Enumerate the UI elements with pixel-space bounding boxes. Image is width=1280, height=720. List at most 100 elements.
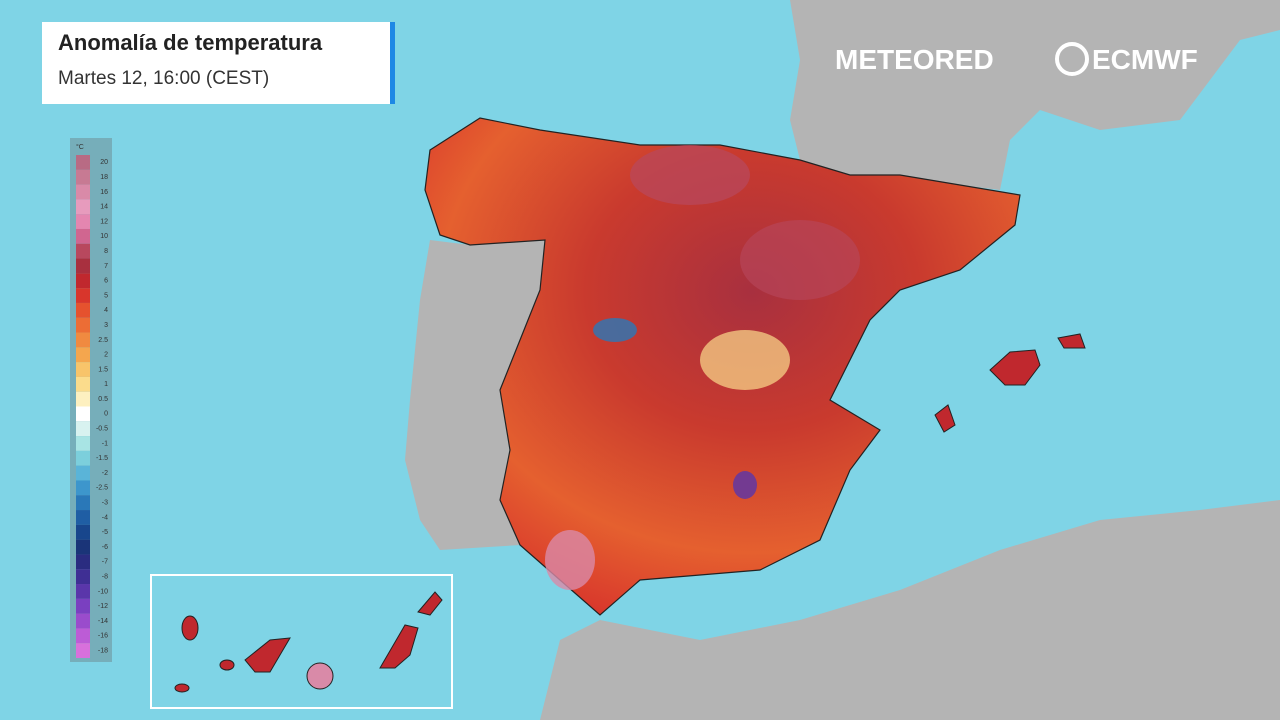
island: [417, 591, 443, 616]
legend-swatch: [76, 613, 90, 629]
legend-label: 2.5: [98, 337, 108, 344]
legend-label: 14: [100, 204, 108, 211]
legend-swatch: [76, 628, 90, 644]
legend-label: 20: [100, 159, 108, 166]
island: [174, 683, 190, 693]
legend-label: -3: [102, 500, 108, 507]
hot-area: [630, 145, 750, 205]
legend-label: -1.5: [96, 455, 108, 462]
canarias-inset: [150, 574, 453, 709]
legend-swatch: [76, 332, 90, 348]
brand-icon: [1055, 42, 1089, 76]
island: [244, 637, 291, 673]
legend-swatch: [76, 643, 90, 658]
legend-label: 4: [104, 307, 108, 314]
legend-swatch: [76, 421, 90, 437]
legend-swatch: [76, 228, 90, 244]
canarias: [174, 591, 443, 693]
legend-label: -4: [102, 514, 108, 521]
legend-label: 1.5: [98, 366, 108, 373]
title-box: [42, 22, 394, 104]
cool-area: [593, 318, 637, 342]
legend-swatch: [76, 376, 90, 392]
title: Anomalía de temperatura: [58, 30, 323, 55]
brand: ECMWF: [1092, 44, 1198, 75]
legend-label: 12: [100, 218, 108, 225]
legend-label: 7: [104, 263, 108, 270]
legend-swatch: [76, 569, 90, 585]
legend-swatch: [76, 436, 90, 451]
legend-label: -10: [98, 588, 108, 595]
legend-unit: °C: [76, 143, 84, 151]
legend-swatch: [76, 480, 90, 496]
legend-swatch: [76, 214, 90, 229]
island: [219, 659, 235, 671]
legend-swatch: [76, 510, 90, 525]
legend-label: 3: [104, 322, 108, 329]
legend-label: 5: [104, 292, 108, 299]
hot-area: [545, 530, 595, 590]
legend-label: -18: [98, 647, 108, 654]
legend-swatch: [76, 302, 90, 318]
africa: [540, 500, 1280, 720]
legend-swatch: [76, 598, 90, 614]
legend-label: 6: [104, 278, 108, 285]
legend-swatch: [76, 465, 90, 481]
legend-swatch: [76, 554, 90, 570]
legend-label: -14: [98, 618, 108, 625]
legend-label: 2: [104, 352, 108, 359]
legend-swatch: [76, 199, 90, 215]
legend-label: -2: [102, 470, 108, 477]
legend-label: 16: [100, 189, 108, 196]
legend-swatch: [76, 273, 90, 289]
legend-label: -6: [102, 544, 108, 551]
legend-label: -1: [102, 440, 108, 447]
legend-swatch: [76, 184, 90, 200]
legend-swatch: [76, 258, 90, 274]
legend-swatch: [76, 155, 90, 170]
legend-swatch: [76, 450, 90, 466]
legend-label: 0: [104, 411, 108, 418]
title-accent: [390, 22, 395, 104]
legend-label: 18: [100, 174, 108, 181]
legend-label: 10: [100, 233, 108, 240]
legend-swatch: [76, 317, 90, 333]
legend-label: -7: [102, 559, 108, 566]
legend-label: 8: [104, 248, 108, 255]
legend-swatch: [76, 169, 90, 185]
legend-label: -0.5: [96, 426, 108, 433]
legend-swatch: [76, 584, 90, 599]
mallorca: [989, 349, 1041, 386]
legend-label: 0.5: [98, 396, 108, 403]
legend-label: -5: [102, 529, 108, 536]
subtitle: Martes 12, 16:00 (CEST): [58, 68, 269, 89]
legend-label: -12: [98, 603, 108, 610]
hot-area: [740, 220, 860, 300]
brand: METEORED: [835, 44, 994, 75]
legend-swatch: [76, 391, 90, 407]
legend-swatch: [76, 243, 90, 259]
island: [181, 615, 199, 641]
legend-swatch: [76, 406, 90, 422]
legend-label: 1: [104, 381, 108, 388]
legend-swatch: [76, 495, 90, 511]
legend-label: -16: [98, 633, 108, 640]
legend-swatch: [76, 362, 90, 377]
legend-swatch: [76, 524, 90, 540]
island: [306, 662, 334, 690]
legend-swatch: [76, 539, 90, 555]
legend-label: -2.5: [96, 485, 108, 492]
legend-swatch: [76, 288, 90, 303]
ibiza: [934, 404, 956, 433]
france: [790, 0, 1280, 190]
legend-label: -8: [102, 573, 108, 580]
legend-swatch: [76, 347, 90, 363]
cool-area: [733, 471, 757, 499]
menorca: [1057, 333, 1086, 349]
legend: °C 20 18 16 14 12 10 8 7 6 5 4 3 2.5 2 1.5 1 0.5 0 -0.5 -1 -…: [70, 138, 112, 662]
mild-area: [700, 330, 790, 390]
portugal: [405, 240, 545, 550]
island: [379, 624, 419, 669]
